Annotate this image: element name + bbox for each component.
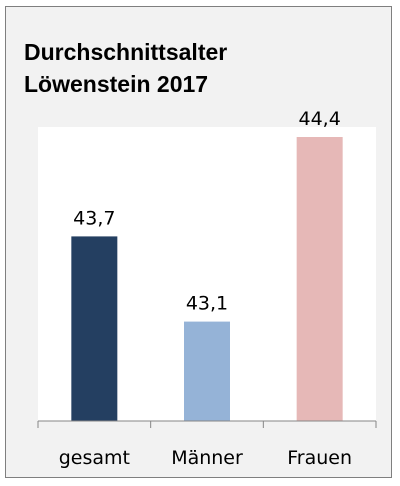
chart-title: Durchschnittsalter Löwenstein 2017 <box>24 36 227 100</box>
value-labels-group: 43,7 43,1 44,4 <box>73 108 341 315</box>
category-label: gesamt <box>59 447 130 469</box>
chart-title-line-2: Löwenstein 2017 <box>24 71 209 97</box>
bar-männer <box>184 321 230 421</box>
value-label: 44,4 <box>299 108 341 130</box>
bar-gesamt <box>71 236 118 421</box>
category-label: Frauen <box>287 447 352 469</box>
x-axis-ticks <box>37 421 377 428</box>
bar-frauen <box>296 137 343 421</box>
value-label: 43,1 <box>186 293 228 315</box>
category-label: Männer <box>171 447 243 469</box>
bars-group <box>71 137 343 421</box>
value-label: 43,7 <box>73 207 115 229</box>
category-labels-group: gesamt Männer Frauen <box>59 447 352 469</box>
chart-title-line-1: Durchschnittsalter <box>24 39 228 65</box>
